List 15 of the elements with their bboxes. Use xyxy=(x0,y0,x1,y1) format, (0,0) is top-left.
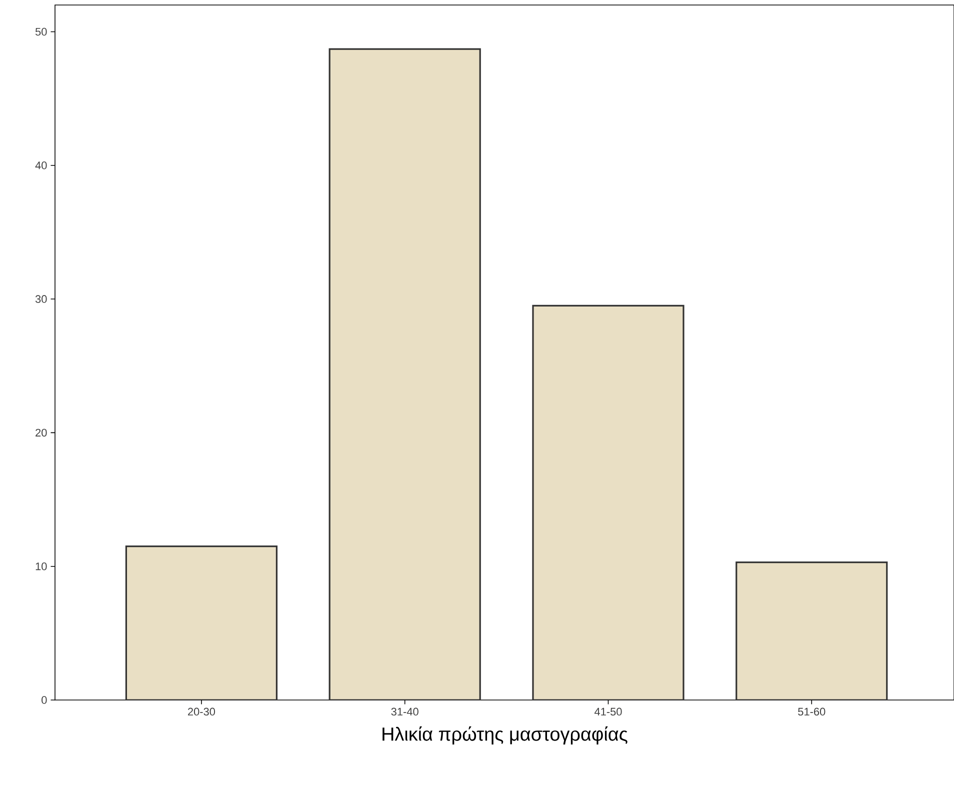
y-tick-label: 50 xyxy=(35,28,47,36)
x-axis-title: Ηλικία πρώτης μαστογραφίας xyxy=(382,726,628,745)
bar xyxy=(532,304,684,700)
y-tick-label: 40 xyxy=(35,162,47,170)
x-tick-label: 20-30 xyxy=(188,708,216,716)
y-tick-label: 30 xyxy=(35,295,47,303)
y-tick-label: 0 xyxy=(42,696,47,704)
bar xyxy=(125,545,278,700)
x-tick-label: 51-60 xyxy=(798,708,826,716)
y-tick-label: 10 xyxy=(36,562,47,570)
y-tick-label: 20 xyxy=(36,428,47,437)
x-tick-label: 31-40 xyxy=(391,708,418,716)
bar xyxy=(330,49,480,700)
x-tick-label: 41-50 xyxy=(594,708,622,716)
bar xyxy=(736,562,888,700)
